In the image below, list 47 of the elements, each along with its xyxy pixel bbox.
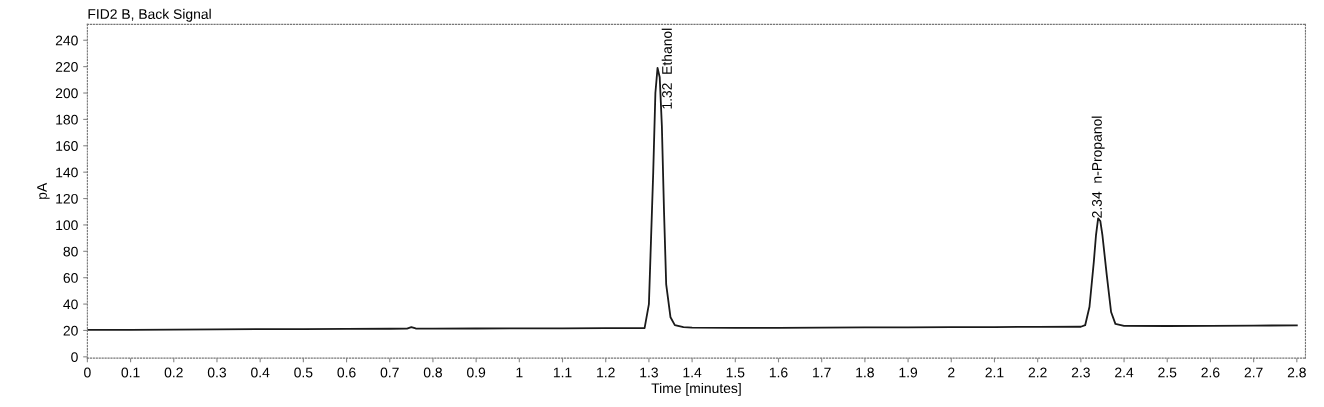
x-tick-label: 2.5 xyxy=(1158,367,1177,378)
x-tick-label: 0.2 xyxy=(164,367,183,378)
x-tick-label: 1.2 xyxy=(597,367,615,378)
x-tick-label: 0.4 xyxy=(251,367,270,378)
y-tick-label: 20 xyxy=(63,325,78,336)
x-tick-label: 0.9 xyxy=(467,367,486,378)
x-tick-label: 2.4 xyxy=(1115,367,1134,378)
y-tick-label: 60 xyxy=(63,273,78,283)
x-axis-title: Time [minutes] xyxy=(651,382,741,396)
x-tick-label: 2 xyxy=(948,367,955,378)
y-tick-label: 240 xyxy=(55,35,78,46)
x-tick-label: 1.7 xyxy=(813,367,831,378)
y-tick-label: 160 xyxy=(56,141,78,151)
x-tick-label: 1.9 xyxy=(899,367,918,378)
y-tick-label: 80 xyxy=(63,246,78,257)
annotation: 1.32 Ethanol xyxy=(661,28,672,109)
x-tick-label: 0.8 xyxy=(423,367,442,378)
y-tick-label: 40 xyxy=(63,299,78,310)
x-tick-label: 1.8 xyxy=(856,367,874,378)
y-axis-title: pA xyxy=(37,182,50,199)
x-tick-label: 1.1 xyxy=(553,367,572,378)
x-tick-label: 0.7 xyxy=(380,367,399,378)
x-tick-label: 1.5 xyxy=(726,367,745,378)
x-tick-label: 2.8 xyxy=(1287,367,1306,378)
x-tick-label: 0 xyxy=(84,367,91,378)
x-tick-label: 1 xyxy=(516,367,523,378)
x-tick-label: 1.6 xyxy=(769,367,788,378)
y-tick-label: 200 xyxy=(55,88,78,99)
x-tick-label: 2.7 xyxy=(1244,367,1263,378)
x-tick-label: 1.4 xyxy=(683,367,702,378)
x-tick-label: 0.6 xyxy=(337,367,356,378)
x-tick-label: 0.5 xyxy=(294,367,313,378)
y-tick-label: 0 xyxy=(71,352,78,363)
y-tick-label: 140 xyxy=(56,167,78,178)
x-tick-label: 0.3 xyxy=(207,367,227,378)
y-tick-label: 180 xyxy=(56,114,78,125)
x-tick-label: 2.2 xyxy=(1028,367,1047,378)
y-tick-label: 120 xyxy=(56,193,78,204)
annotation: 2.34 n-Propanol xyxy=(1091,116,1105,218)
x-tick-label: 1.3 xyxy=(640,367,658,378)
y-tick-label: 220 xyxy=(55,61,78,72)
x-tick-label: 2.1 xyxy=(985,367,1004,378)
x-tick-label: 2.3 xyxy=(1071,367,1090,378)
x-tick-label: 2.6 xyxy=(1201,367,1220,378)
x-tick-label: 0.1 xyxy=(121,367,140,378)
y-tick-label: 100 xyxy=(56,220,78,231)
chart-title: FID2 B, Back Signal xyxy=(88,8,211,22)
